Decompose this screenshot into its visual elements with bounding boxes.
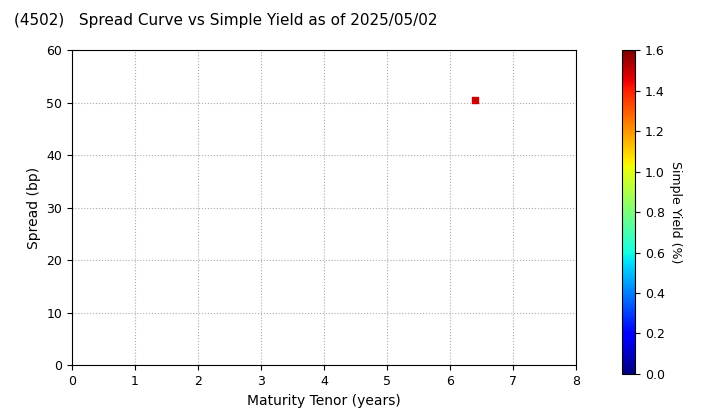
X-axis label: Maturity Tenor (years): Maturity Tenor (years) (247, 394, 401, 408)
Point (469, 97, 481, 104)
Y-axis label: Spread (bp): Spread (bp) (27, 167, 41, 249)
Text: (4502)   Spread Curve vs Simple Yield as of 2025/05/02: (4502) Spread Curve vs Simple Yield as o… (14, 13, 438, 28)
Y-axis label: Simple Yield (%): Simple Yield (%) (669, 161, 682, 263)
